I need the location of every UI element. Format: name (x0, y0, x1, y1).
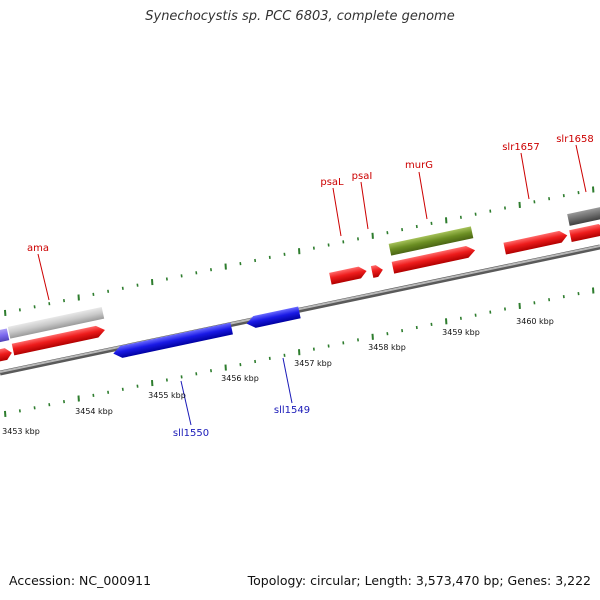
scale-label: 3454 kbp (75, 407, 113, 416)
dark-grey-feature[interactable] (567, 205, 600, 226)
gene-label-sll1550[interactable]: sll1550 (173, 428, 209, 439)
gene-forward-6[interactable] (503, 229, 568, 255)
map-title: Synechocystis sp. PCC 6803, complete gen… (145, 9, 455, 24)
upper-tick-row (4, 186, 595, 316)
backbone (0, 244, 600, 376)
scale-label: 3456 kbp (221, 374, 259, 383)
gene-label-ama[interactable]: ama (27, 243, 49, 254)
topology-summary: Topology: circular; Length: 3,573,470 bp… (247, 573, 591, 588)
scale-label: 3459 kbp (442, 328, 480, 337)
scale-label: 3453 kbp (2, 427, 40, 436)
scale-label: 3460 kbp (516, 317, 554, 326)
lower-tick-row (4, 287, 595, 417)
gene-reverse-sll1549[interactable] (245, 306, 301, 330)
features (0, 205, 600, 364)
accession-text: Accession: NC_000911 (9, 573, 152, 588)
gene-forward-7[interactable] (569, 223, 600, 243)
grey-feature[interactable] (7, 306, 105, 339)
olive-feature[interactable] (388, 226, 474, 256)
gene-forward-1[interactable] (0, 347, 13, 364)
gene-forward-2[interactable] (11, 324, 106, 356)
gene-label-psaL[interactable]: psaL (320, 177, 344, 188)
gene-label-sll1549[interactable]: sll1549 (274, 405, 310, 416)
scale-label: 3455 kbp (148, 391, 186, 400)
gene-label-murG[interactable]: murG (405, 160, 433, 171)
gene-label-slr1658[interactable]: slr1658 (556, 134, 594, 145)
label-leaders (37, 144, 587, 426)
gene-forward-3[interactable] (329, 265, 368, 285)
purple-feature[interactable] (0, 328, 10, 344)
gene-forward-4[interactable] (370, 264, 384, 278)
gene-label-psaI[interactable]: psaI (352, 171, 373, 182)
gene-label-slr1657[interactable]: slr1657 (502, 142, 540, 153)
gene-forward-5[interactable] (391, 244, 477, 274)
gene-reverse-sll1550[interactable] (112, 322, 233, 360)
gene-labels: ama psaL psaI murG slr1657 slr1658 sll15… (27, 134, 594, 439)
scale-labels: 3453 kbp 3454 kbp 3455 kbp 3456 kbp 3457… (2, 317, 554, 436)
scale-label: 3457 kbp (294, 359, 332, 368)
scale-label: 3458 kbp (368, 343, 406, 352)
